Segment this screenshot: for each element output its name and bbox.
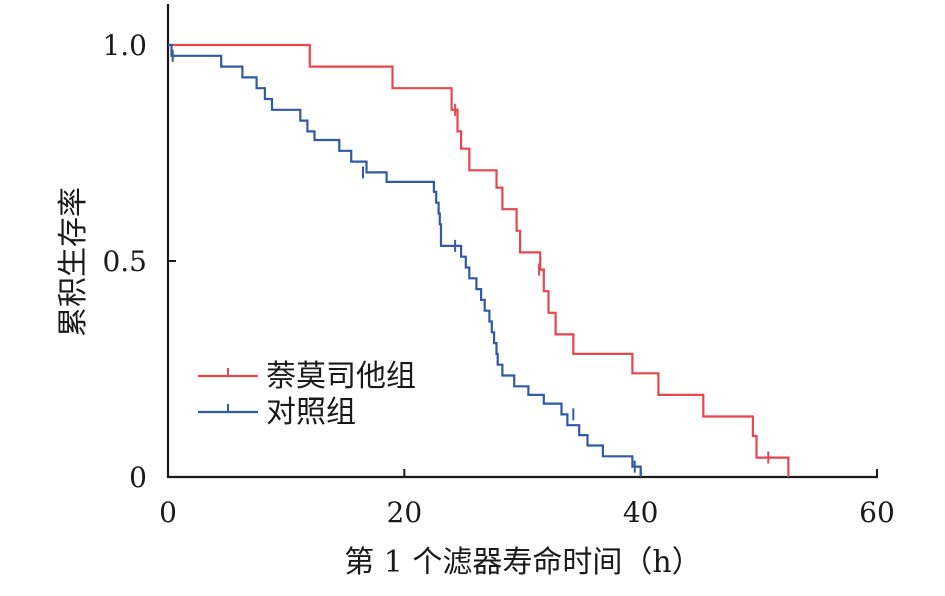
x-tick-label: 60 [859,496,895,529]
series-line-0 [168,43,790,477]
x-tick-label: 0 [159,496,177,529]
y-axis-label: 累积生存率 [56,187,91,337]
y-tick-label: 0.5 [102,245,147,278]
x-axis-label: 第 1 个滤器寿命时间（h） [344,545,701,580]
y-tick-label: 1.0 [102,29,147,62]
x-tick-label: 20 [387,496,423,529]
ticks: 0 20 40 60 0 0.5 1.0 [102,29,894,529]
y-tick-label: 0 [129,461,147,494]
series [168,43,790,477]
axes [166,4,878,479]
legend-label: 萘莫司他组 [266,359,416,394]
x-tick-label: 40 [623,496,659,529]
series-line-1 [168,43,642,477]
legend-label: 对照组 [266,395,356,430]
